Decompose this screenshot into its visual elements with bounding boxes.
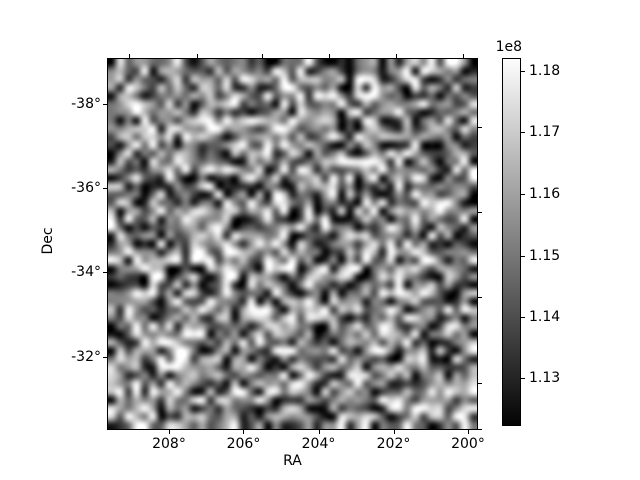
y-tick-mark-right [478, 383, 482, 385]
x-tick-mark-top [396, 54, 397, 58]
y-axis-label: Dec [40, 227, 56, 255]
x-tick-mark [318, 430, 320, 434]
y-tick-mark [103, 104, 107, 106]
colorbar-tick-label: 1.14 [529, 308, 561, 325]
x-tick-mark-top [262, 54, 264, 58]
x-tick-label: 202° [376, 436, 411, 452]
colorbar-tick-mark [521, 194, 525, 195]
x-axis-label: RA [283, 453, 302, 469]
y-tick-label: -32° [71, 349, 101, 365]
y-tick-mark-right [478, 211, 482, 213]
x-tick-mark-top [462, 54, 464, 58]
y-tick-mark-right [478, 296, 482, 298]
colorbar-tick-label: 1.18 [529, 62, 561, 79]
colorbar [502, 58, 521, 426]
y-tick-mark [103, 357, 107, 358]
colorbar-tick-mark [521, 70, 525, 72]
x-tick-label: 206° [226, 436, 261, 452]
y-tick-mark [103, 272, 107, 273]
colorbar-tick-label: 1.17 [529, 124, 561, 141]
x-tick-mark-top [196, 54, 198, 58]
colorbar-tick-label: 1.15 [529, 247, 561, 264]
colorbar-tick-label: 1.16 [529, 186, 561, 202]
heatmap-canvas [108, 59, 477, 429]
colorbar-tick-mark [521, 132, 525, 134]
x-tick-label: 208° [152, 436, 186, 452]
x-tick-mark-top [129, 54, 131, 58]
y-tick-mark [103, 188, 107, 189]
x-tick-mark [168, 430, 170, 434]
colorbar-tick-mark [521, 255, 525, 257]
y-tick-label: -36° [71, 180, 101, 196]
y-tick-label: -38° [71, 96, 101, 113]
y-tick-label: -34° [71, 264, 101, 280]
x-tick-mark [243, 430, 245, 434]
colorbar-offset-label: 1e8 [495, 39, 522, 55]
plot-area [107, 58, 478, 430]
colorbar-tick-label: 1.13 [529, 370, 561, 387]
x-tick-label: 200° [451, 436, 485, 452]
x-tick-mark-top [328, 54, 330, 58]
y-tick-mark-right [478, 126, 482, 128]
x-tick-mark [467, 430, 469, 434]
y-tick-mark-right [478, 428, 482, 430]
x-tick-label: 204° [301, 436, 336, 452]
x-tick-mark [393, 430, 395, 434]
colorbar-tick-mark [521, 316, 525, 318]
colorbar-tick-mark [521, 378, 525, 380]
